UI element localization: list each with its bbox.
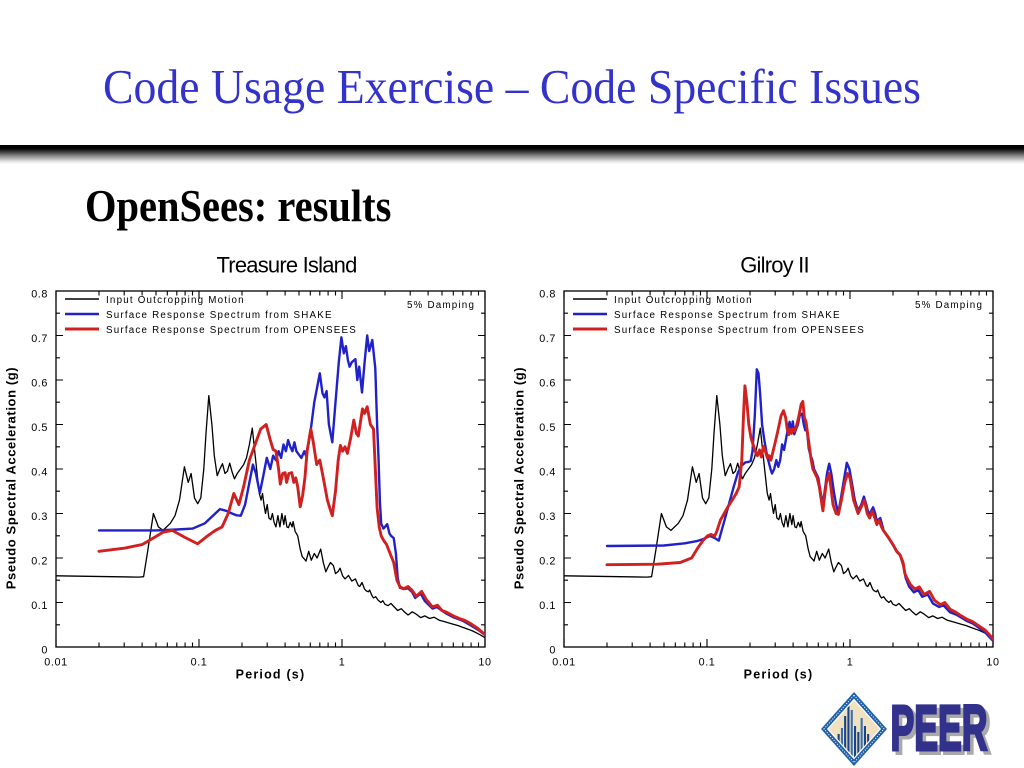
svg-text:Period (s): Period (s) [236,668,306,682]
svg-text:Input Outcropping Motion: Input Outcropping Motion [614,295,753,306]
svg-text:0.2: 0.2 [539,555,556,567]
svg-text:0.6: 0.6 [539,377,556,389]
svg-text:0.4: 0.4 [539,466,556,478]
svg-text:0.01: 0.01 [44,657,67,669]
svg-text:0.1: 0.1 [699,657,716,669]
svg-text:Period (s): Period (s) [744,668,814,682]
svg-text:0.2: 0.2 [31,555,48,567]
svg-text:0.5: 0.5 [31,422,48,434]
svg-text:1: 1 [339,657,346,669]
svg-text:Gilroy II: Gilroy II [740,253,809,278]
svg-text:Pseudo Spectral Acceleration (: Pseudo Spectral Acceleration (g) [4,367,19,589]
svg-text:0.3: 0.3 [539,511,556,523]
svg-text:0.8: 0.8 [539,288,556,300]
svg-text:0.1: 0.1 [539,600,556,612]
svg-text:5% Damping: 5% Damping [407,300,475,311]
svg-text:10: 10 [478,657,491,669]
svg-text:0.3: 0.3 [31,511,48,523]
svg-text:0.7: 0.7 [31,333,48,345]
svg-text:0.6: 0.6 [31,377,48,389]
svg-text:0.4: 0.4 [31,466,48,478]
svg-text:0: 0 [549,644,556,656]
svg-text:0.01: 0.01 [552,657,575,669]
svg-text:0.1: 0.1 [31,600,48,612]
svg-text:0.1: 0.1 [191,657,208,669]
svg-text:Treasure Island: Treasure Island [216,253,356,278]
svg-text:PEER: PEER [894,696,991,768]
svg-text:Input Outcropping Motion: Input Outcropping Motion [106,295,245,306]
svg-text:Surface Response Spectrum from: Surface Response Spectrum from SHAKE [614,310,841,321]
svg-text:Surface Response Spectrum from: Surface Response Spectrum from OPENSEES [106,325,357,336]
svg-text:Surface Response Spectrum from: Surface Response Spectrum from OPENSEES [614,325,865,336]
svg-text:0: 0 [41,644,48,656]
svg-text:1: 1 [847,657,854,669]
svg-text:10: 10 [986,657,999,669]
svg-text:0.8: 0.8 [31,288,48,300]
svg-text:0.7: 0.7 [539,333,556,345]
svg-text:0.5: 0.5 [539,422,556,434]
svg-text:Pseudo Spectral Acceleration (: Pseudo Spectral Acceleration (g) [512,367,527,589]
svg-text:Surface Response Spectrum from: Surface Response Spectrum from SHAKE [106,310,333,321]
svg-text:5% Damping: 5% Damping [915,300,983,311]
svg-text:PEER: PEER [891,692,988,764]
